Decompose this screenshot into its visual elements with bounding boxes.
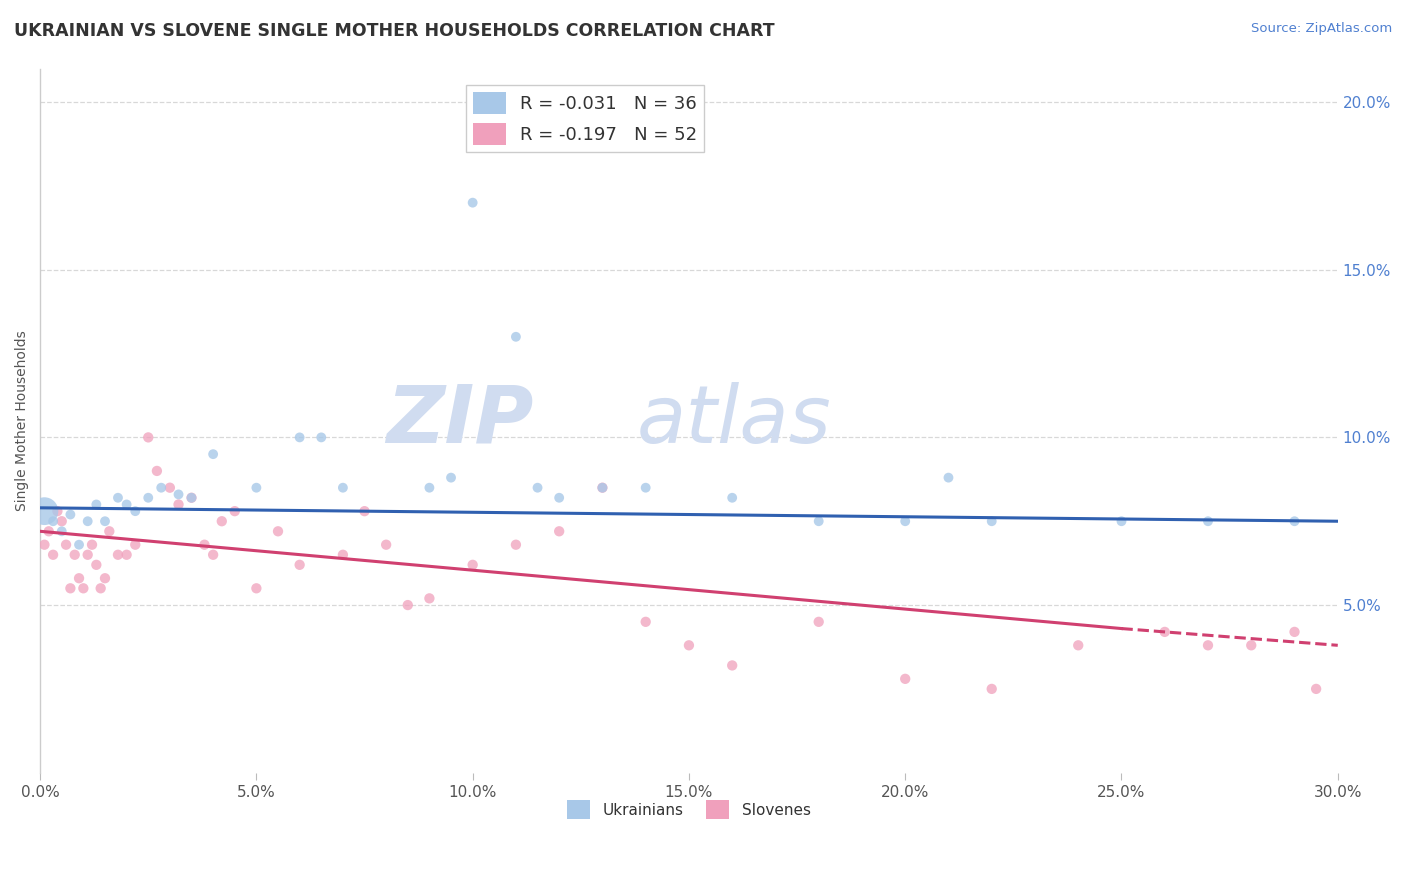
Point (55, 538, 77, 552)
Point (267, 524, 290, 539)
Point (591, 481, 613, 495)
Point (76, 514, 98, 528)
Point (180, 491, 202, 505)
Point (332, 548, 354, 562)
Point (1153, 624, 1175, 639)
Point (1197, 638, 1219, 652)
Point (167, 487, 190, 501)
Point (67, 571, 90, 585)
Point (124, 538, 146, 552)
Point (678, 638, 700, 652)
Point (980, 681, 1002, 696)
Point (505, 330, 527, 344)
Point (309, 430, 332, 444)
Point (418, 481, 440, 495)
Point (86, 558, 108, 572)
Point (115, 548, 138, 562)
Text: atlas: atlas (637, 382, 832, 459)
Point (59, 582, 82, 596)
Point (59, 508, 82, 522)
Point (136, 430, 159, 444)
Point (1284, 624, 1306, 639)
Point (440, 470, 463, 484)
Point (245, 582, 267, 596)
Point (548, 524, 571, 539)
Point (396, 598, 419, 612)
Point (548, 491, 571, 505)
Point (894, 672, 917, 686)
Point (107, 491, 129, 505)
Point (124, 504, 146, 518)
Point (1284, 514, 1306, 528)
Point (807, 615, 830, 629)
Y-axis label: Single Mother Households: Single Mother Households (15, 330, 30, 511)
Point (51, 514, 73, 528)
Point (288, 558, 311, 572)
Point (94, 571, 117, 585)
Point (51, 524, 73, 539)
Point (115, 498, 138, 512)
Point (634, 481, 657, 495)
Point (807, 514, 830, 528)
Point (634, 615, 657, 629)
Point (167, 498, 190, 512)
Point (211, 514, 233, 528)
Point (63, 548, 86, 562)
Legend: Ukrainians, Slovenes: Ukrainians, Slovenes (561, 794, 817, 825)
Point (150, 481, 173, 495)
Point (67, 538, 90, 552)
Text: Source: ZipAtlas.com: Source: ZipAtlas.com (1251, 22, 1392, 36)
Point (38, 524, 60, 539)
Point (418, 591, 440, 606)
Point (80, 538, 103, 552)
Point (591, 481, 613, 495)
Point (202, 548, 225, 562)
Point (1197, 514, 1219, 528)
Point (288, 430, 311, 444)
Point (159, 481, 181, 495)
Point (146, 464, 169, 478)
Point (1067, 638, 1090, 652)
Point (136, 491, 159, 505)
Point (505, 538, 527, 552)
Point (94, 514, 117, 528)
Point (86, 498, 108, 512)
Point (42, 548, 65, 562)
Point (72, 582, 94, 596)
Point (245, 481, 267, 495)
Point (193, 538, 215, 552)
Point (332, 481, 354, 495)
Point (34, 504, 56, 518)
Point (894, 514, 917, 528)
Point (224, 504, 246, 518)
Point (375, 538, 398, 552)
Point (46, 504, 69, 518)
Point (461, 558, 484, 572)
Point (202, 447, 225, 461)
Point (461, 195, 484, 210)
Point (526, 481, 548, 495)
Point (98, 524, 121, 539)
Point (1240, 638, 1263, 652)
Point (42, 514, 65, 528)
Point (721, 658, 744, 673)
Point (353, 504, 375, 518)
Point (1111, 514, 1133, 528)
Point (180, 491, 202, 505)
Point (90, 582, 112, 596)
Point (721, 491, 744, 505)
Text: ZIP: ZIP (385, 382, 533, 459)
Point (938, 470, 960, 484)
Point (34, 538, 56, 552)
Point (1305, 681, 1327, 696)
Point (980, 514, 1002, 528)
Point (107, 548, 129, 562)
Text: UKRAINIAN VS SLOVENE SINGLE MOTHER HOUSEHOLDS CORRELATION CHART: UKRAINIAN VS SLOVENE SINGLE MOTHER HOUSE… (14, 22, 775, 40)
Point (76, 548, 98, 562)
